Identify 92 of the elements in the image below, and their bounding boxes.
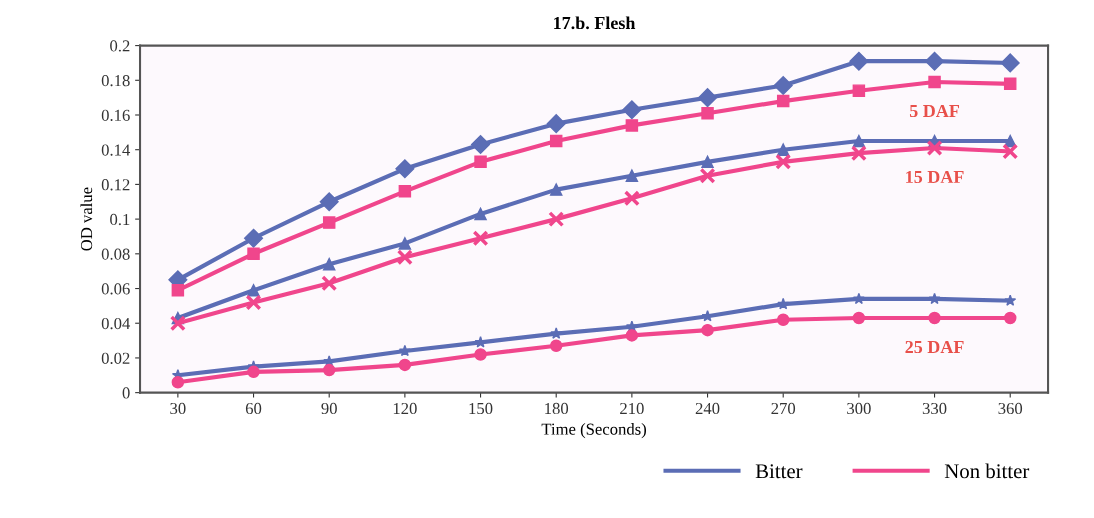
point <box>625 169 639 182</box>
y-tick-label: 0.1 <box>110 213 130 226</box>
point <box>625 119 639 132</box>
y-axis-title: OD value <box>80 187 93 251</box>
point <box>398 358 412 372</box>
point <box>245 294 262 311</box>
point <box>852 134 866 148</box>
y-tick-label: 0.16 <box>101 109 130 122</box>
point <box>247 284 260 297</box>
point <box>398 344 411 357</box>
point <box>925 51 945 71</box>
x-tick-label: 30 <box>170 402 186 415</box>
x-tick-label: 90 <box>321 402 337 415</box>
point <box>701 155 714 169</box>
point <box>776 143 790 156</box>
point <box>546 114 566 134</box>
x-tick-label: 180 <box>545 402 569 415</box>
x-tick-label: 360 <box>998 402 1023 415</box>
point <box>549 339 563 353</box>
point <box>777 297 790 310</box>
point <box>928 311 941 325</box>
point <box>396 249 413 266</box>
point <box>398 185 412 198</box>
point <box>776 94 790 108</box>
point <box>698 88 718 108</box>
y-tick-label: 0.18 <box>101 74 130 87</box>
point <box>852 292 865 305</box>
y-tick-label: 0.2 <box>110 40 130 52</box>
point <box>1002 143 1019 160</box>
y-tick-label: 0.06 <box>101 283 130 295</box>
point <box>852 84 866 97</box>
x-tick-label: 240 <box>695 402 720 415</box>
point <box>928 75 941 89</box>
point <box>474 155 487 169</box>
point <box>623 190 640 207</box>
point <box>701 107 714 120</box>
point <box>319 192 339 212</box>
point <box>322 257 336 271</box>
point <box>474 207 487 221</box>
point <box>169 315 186 332</box>
point <box>321 275 338 292</box>
point <box>171 375 185 389</box>
point <box>395 159 415 179</box>
annotation: 5 DAF <box>909 105 960 118</box>
point <box>244 228 264 248</box>
point <box>1003 311 1017 325</box>
x-tick-label: 60 <box>245 402 262 415</box>
point <box>625 329 639 342</box>
point <box>549 183 563 196</box>
x-tick-label: 300 <box>847 402 871 415</box>
point <box>926 139 943 156</box>
y-tick-label: 0.04 <box>101 317 131 330</box>
point <box>474 348 487 361</box>
point <box>247 365 260 379</box>
point <box>322 363 336 377</box>
point <box>398 237 412 250</box>
chart-title: 17.b. Flesh <box>554 16 636 30</box>
x-tick-label: 150 <box>469 402 493 415</box>
point <box>928 292 941 305</box>
point <box>699 167 716 184</box>
point <box>247 247 260 261</box>
point <box>322 216 336 229</box>
point <box>850 145 867 162</box>
point <box>1000 53 1020 73</box>
y-tick-label: 0.02 <box>101 352 130 364</box>
point <box>1003 77 1017 91</box>
x-tick-label: 330 <box>922 402 947 415</box>
point <box>549 134 563 148</box>
x-tick-label: 120 <box>393 402 417 415</box>
point <box>849 51 869 71</box>
point <box>171 284 185 297</box>
point <box>701 323 714 337</box>
legend-label: Non bitter <box>944 463 1030 479</box>
x-axis-title: Time (Seconds) <box>541 423 647 439</box>
point <box>622 100 642 120</box>
point <box>548 211 565 228</box>
point <box>472 230 489 247</box>
x-tick-label: 270 <box>771 402 796 415</box>
point <box>471 134 491 155</box>
y-tick-label: 0.08 <box>101 248 130 260</box>
point <box>775 153 792 170</box>
legend-label: Bitter <box>755 464 803 479</box>
point <box>1004 294 1017 306</box>
y-tick-label: 0.14 <box>101 144 131 156</box>
point <box>773 75 793 96</box>
point <box>776 313 790 327</box>
annotation: 25 DAF <box>905 340 964 354</box>
y-tick-label: 0.12 <box>101 179 130 191</box>
y-tick-label: 0 <box>122 387 130 399</box>
point <box>852 311 866 325</box>
x-tick-label: 210 <box>620 402 644 415</box>
annotation: 15 DAF <box>906 170 964 184</box>
